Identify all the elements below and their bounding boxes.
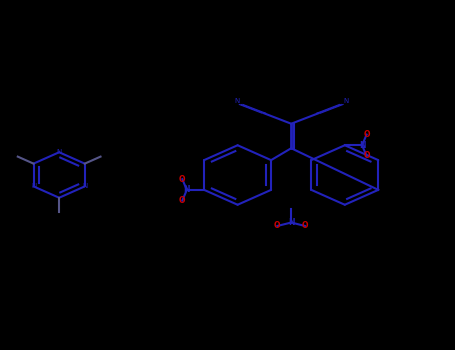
Text: N: N [343,98,349,104]
Text: N: N [234,98,239,104]
Text: O: O [274,222,281,230]
Text: N: N [56,149,62,155]
Text: N: N [183,186,190,194]
Text: N: N [288,218,294,227]
Text: O: O [364,152,370,160]
Text: N: N [31,183,36,189]
Text: O: O [179,175,186,184]
Text: N: N [82,183,87,189]
Text: O: O [364,130,370,139]
Text: O: O [179,196,186,205]
Text: O: O [302,222,308,230]
Text: N: N [359,141,365,150]
